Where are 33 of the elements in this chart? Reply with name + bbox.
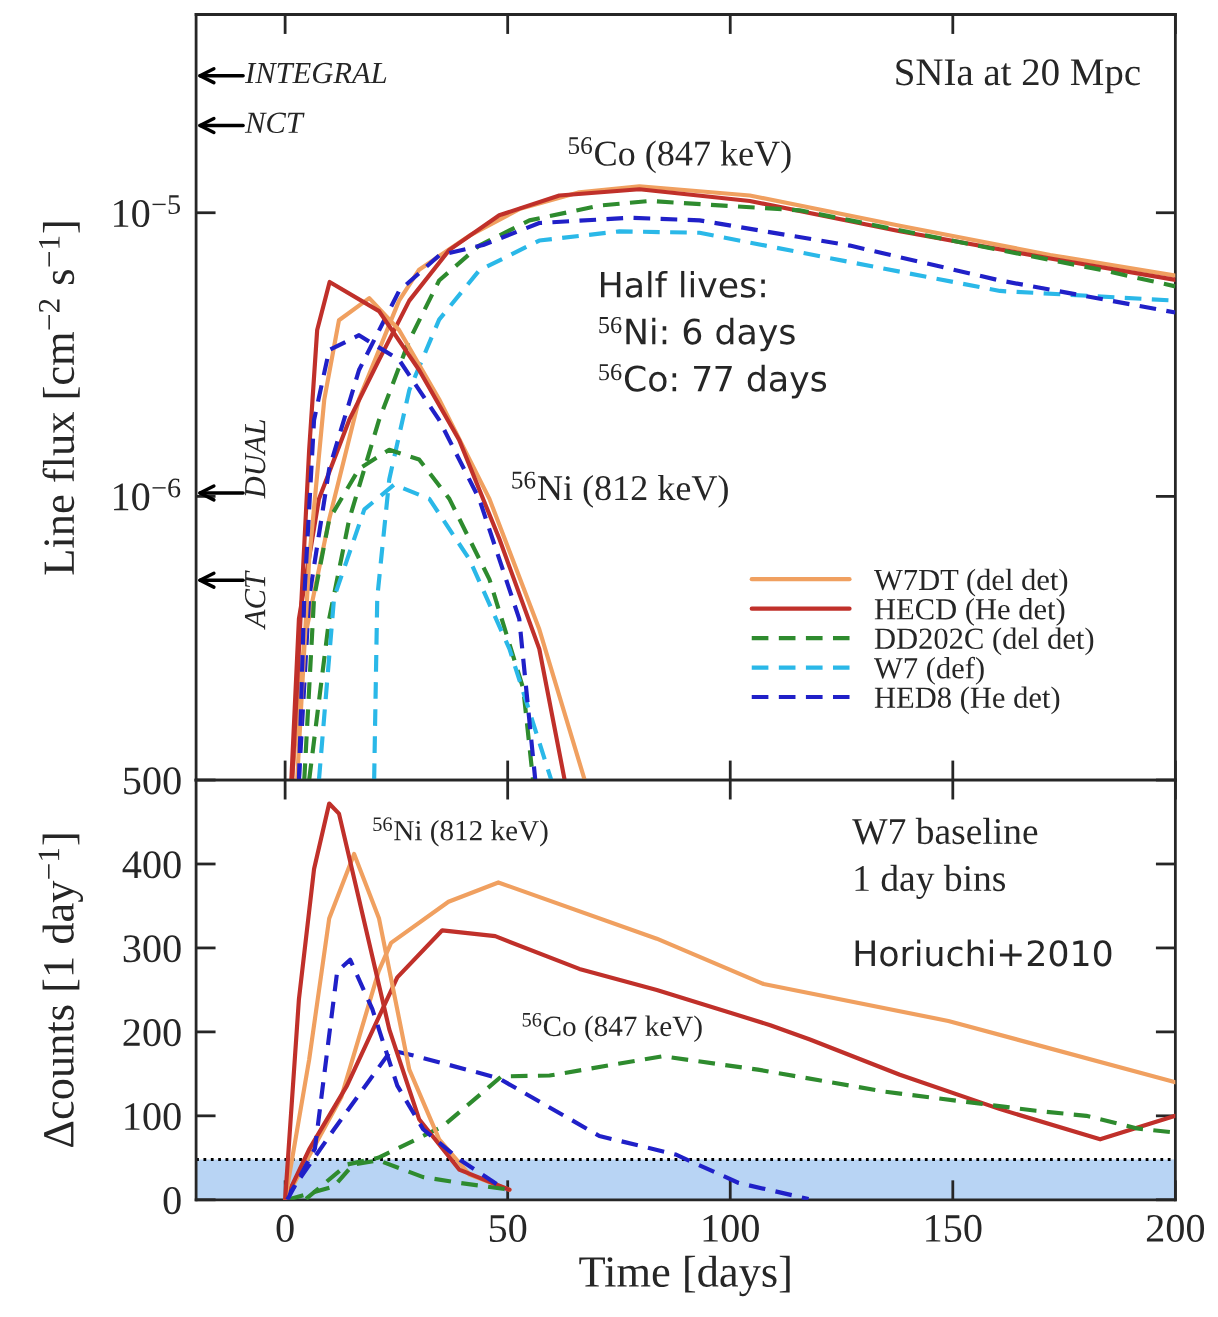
- annotation: $^{56}$Co (847 keV): [568, 137, 791, 174]
- annotation: INTEGRAL: [244, 62, 387, 84]
- annotation: Horiuchi+2010: [855, 939, 1112, 967]
- legend-label: W7 (def): [873, 656, 984, 685]
- y-axis-title: Δcounts [1 day$^{−1}$]: [38, 834, 83, 1147]
- y-tick-label: 0: [163, 1186, 181, 1215]
- y-tick-label: 200: [123, 1019, 181, 1047]
- legend-label: HECD (He det): [874, 598, 1065, 626]
- x-tick-label: 50: [489, 1214, 527, 1243]
- legend-label: W7DT (del det): [873, 568, 1068, 597]
- x-tick-label: 150: [926, 1214, 982, 1243]
- y-tick-label: 10$^{−6}$: [114, 478, 181, 511]
- y-axis-title: Line flux [cm$^{−2}$ s$^{−1}$]: [38, 222, 80, 575]
- annotation: Half lives: $^{56}$Ni: 6 days $^{56}$Co: 77 days: [599, 270, 827, 399]
- annotation: ACT: [244, 570, 266, 630]
- annotation: DUAL: [244, 420, 266, 499]
- annotation: $^{56}$Ni (812 keV): [512, 471, 728, 508]
- annotation: W7 baseline 1 day bins: [852, 817, 1038, 899]
- annotation: $^{56}$Ni (812 keV): [373, 817, 548, 847]
- y-tick-label: 100: [125, 1103, 181, 1131]
- x-tick-label: 200: [1146, 1214, 1205, 1243]
- y-tick-label: 10$^{−5}$: [114, 195, 181, 228]
- x-axis-title: Time [days]: [579, 1255, 790, 1297]
- x-tick-label: 100: [703, 1214, 759, 1243]
- legend-label: HED8 (He det): [874, 686, 1060, 715]
- y-tick-label: 500: [124, 767, 181, 795]
- legend-label: DD202C (del det): [874, 627, 1094, 656]
- x-tick-label: 0: [276, 1214, 294, 1243]
- annotation: NCT: [244, 112, 305, 134]
- y-tick-label: 400: [122, 851, 181, 879]
- y-tick-label: 300: [123, 935, 181, 963]
- annotation: $^{56}$Co (847 keV): [522, 1012, 702, 1043]
- annotation: SNIa at 20 Mpc: [896, 59, 1140, 94]
